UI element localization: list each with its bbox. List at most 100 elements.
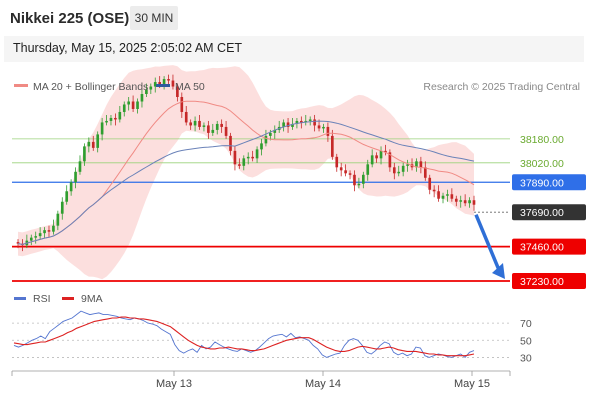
- credit-text: Research © 2025 Trading Central: [423, 81, 580, 93]
- candle: [370, 149, 374, 168]
- level-box-support: [512, 238, 586, 255]
- candle: [87, 137, 91, 153]
- candle: [401, 162, 405, 177]
- candle: [344, 164, 347, 177]
- candle: [136, 98, 139, 114]
- candle: [220, 119, 223, 133]
- candle: [454, 195, 458, 207]
- candle: [366, 159, 370, 181]
- candle: [29, 234, 33, 246]
- candle: [229, 132, 232, 156]
- rsi-tick-label: 50: [520, 335, 532, 347]
- candle: [428, 174, 432, 195]
- candle: [406, 159, 409, 172]
- legend: MA 20 + Bollinger Bands MA 50 Research ©…: [14, 81, 580, 93]
- candle: [463, 194, 467, 207]
- candle: [379, 146, 383, 165]
- candle: [357, 177, 361, 189]
- level-label-resistance: 38180.00: [520, 134, 564, 146]
- candle: [308, 116, 312, 126]
- candle: [60, 197, 64, 220]
- bollinger-bands: [18, 65, 474, 280]
- level-label-last: 37690.00: [520, 207, 564, 219]
- candle: [149, 83, 153, 95]
- candle: [322, 123, 325, 133]
- candle: [198, 114, 201, 130]
- candle: [38, 227, 42, 240]
- candle: [437, 185, 440, 202]
- candle: [423, 161, 427, 181]
- candle: [131, 95, 135, 112]
- legend-ma9-swatch: [62, 297, 74, 300]
- candle: [392, 162, 396, 180]
- candle: [331, 129, 334, 160]
- candle: [419, 156, 423, 174]
- bollinger-band-area: [18, 65, 474, 280]
- rsi-ma-line: [13, 316, 475, 357]
- moving-averages: [17, 100, 475, 245]
- candle: [145, 83, 148, 98]
- candle: [211, 123, 215, 136]
- legend-ma50-label: MA 50: [175, 81, 205, 93]
- candle: [468, 197, 471, 208]
- candle: [361, 171, 365, 189]
- key-levels: [12, 138, 510, 282]
- candle: [140, 89, 144, 108]
- candle: [180, 92, 184, 118]
- candle: [472, 195, 476, 211]
- chart-title: Nikkei 225 (OSE): [10, 10, 130, 27]
- ma50-line: [17, 120, 475, 245]
- forecast-arrow: [474, 214, 505, 280]
- candle: [459, 195, 463, 208]
- candle: [189, 119, 192, 130]
- candle: [251, 150, 254, 162]
- rsi-tick-label: 30: [520, 352, 532, 364]
- candle: [238, 158, 241, 169]
- candles: [16, 74, 476, 252]
- x-tick-label: May 14: [305, 378, 341, 390]
- candle: [176, 83, 179, 102]
- candle: [43, 227, 46, 238]
- candle: [105, 114, 108, 126]
- candle: [388, 149, 392, 172]
- candle: [47, 225, 51, 238]
- candle: [122, 101, 126, 117]
- candle: [224, 120, 228, 139]
- candle: [375, 152, 378, 163]
- candle: [34, 231, 38, 244]
- candle: [193, 116, 197, 132]
- x-tick-label: May 13: [156, 378, 192, 390]
- candle: [255, 146, 259, 163]
- candle: [83, 143, 86, 166]
- rsi-line: [13, 310, 475, 359]
- candle: [432, 185, 436, 198]
- candle: [91, 135, 95, 151]
- chart-header: Nikkei 225 (OSE) 30 MIN: [0, 0, 590, 36]
- candle: [353, 170, 356, 192]
- candle: [162, 76, 166, 90]
- candle: [446, 189, 449, 202]
- candle: [260, 138, 263, 156]
- level-label-pivot: 37890.00: [520, 177, 564, 189]
- candle: [282, 119, 285, 132]
- candle: [65, 185, 69, 205]
- candle: [96, 131, 100, 153]
- legend-rsi-label: RSI: [33, 293, 51, 305]
- candle: [207, 120, 210, 139]
- candle: [441, 192, 445, 204]
- level-label-support: 37230.00: [520, 276, 564, 288]
- legend-ma9-label: 9MA: [81, 293, 103, 305]
- level-labels: 38180.00 38020.00 37890.00 37690.00 37460.00…: [512, 134, 586, 290]
- candle: [78, 155, 82, 175]
- candle: [242, 155, 246, 171]
- candle: [335, 153, 339, 172]
- legend-ma50-swatch: [156, 84, 170, 87]
- candle: [114, 113, 117, 126]
- timeframe-button[interactable]: 30 MIN: [130, 6, 178, 30]
- level-box-support: [512, 273, 586, 290]
- candle: [153, 77, 157, 93]
- candle: [118, 105, 122, 123]
- candle: [202, 122, 206, 132]
- level-box-pivot: [512, 174, 586, 191]
